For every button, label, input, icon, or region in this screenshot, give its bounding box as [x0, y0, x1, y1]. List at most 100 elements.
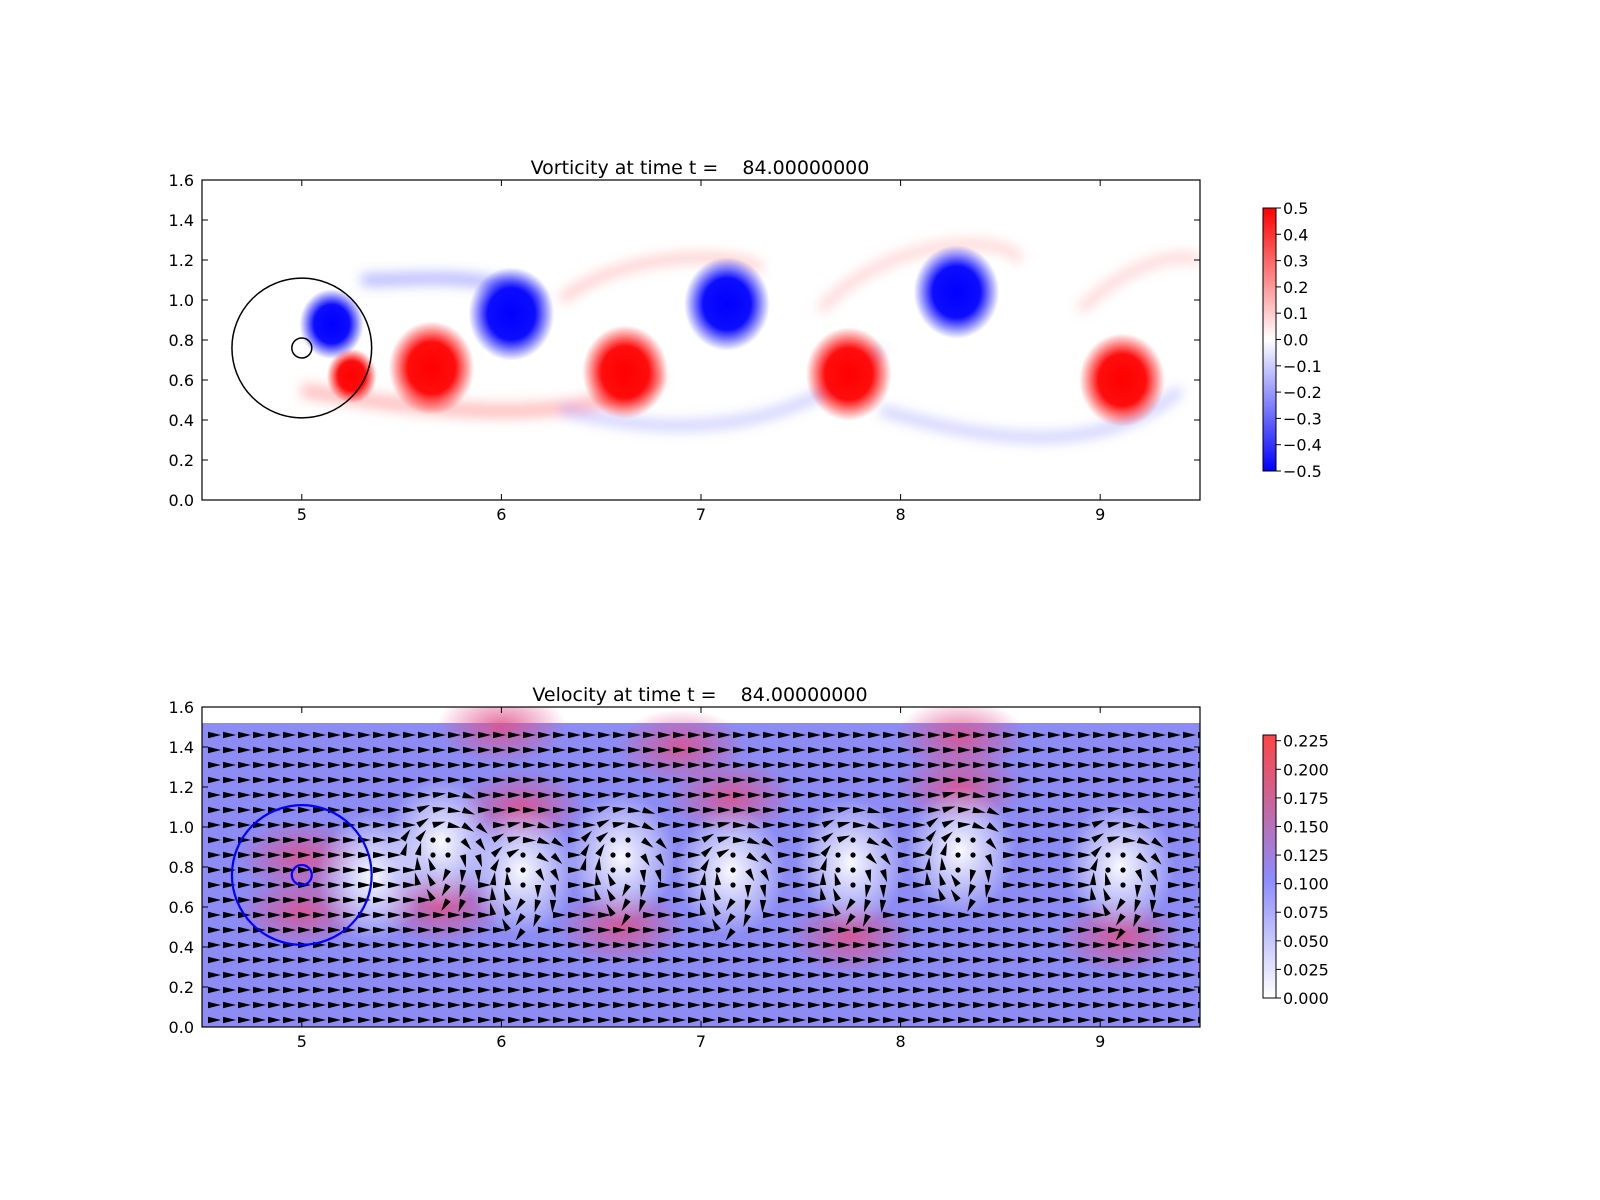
quiver-arrow: [399, 842, 408, 857]
quiver-arrow: [553, 731, 566, 739]
quiver-arrow: [673, 896, 686, 904]
quiver-arrow: [493, 791, 506, 799]
quiver-arrow: [793, 881, 806, 889]
quiver-arrow: [838, 776, 851, 784]
quiver-arrow: [298, 836, 311, 844]
quiver-arrow: [313, 986, 326, 994]
quiver-arrow: [253, 791, 266, 799]
quiver-arrow: [223, 866, 236, 874]
velocity-plot: Velocity at time t = 84.00000000 5 6 7 8 9 0…: [169, 684, 1329, 1051]
quiver-arrow: [268, 776, 281, 784]
quiver-arrow: [733, 761, 746, 769]
quiver-arrow: [688, 836, 701, 844]
quiver-arrow: [268, 911, 281, 919]
quiver-arrow: [853, 791, 866, 799]
quiver-arrow: [358, 731, 371, 739]
colorbar-tick-label: 0.225: [1283, 732, 1329, 751]
quiver-arrow: [373, 791, 386, 799]
quiver-arrow: [1168, 911, 1181, 919]
quiver-arrow: [223, 776, 236, 784]
quiver-arrow: [223, 941, 236, 949]
quiver-arrow: [418, 911, 431, 919]
quiver-arrow: [493, 761, 506, 769]
quiver-arrow: [898, 911, 911, 919]
quiver-arrow: [913, 1016, 926, 1024]
quiver-arrow: [808, 746, 821, 754]
quiver-arrow: [238, 941, 251, 949]
quiver-arrow: [1003, 911, 1016, 919]
quiver-arrow: [1090, 857, 1098, 872]
quiver-arrow: [658, 896, 671, 904]
quiver-arrow: [1115, 928, 1126, 941]
quiver-arrow: [748, 746, 761, 754]
quiver-arrow: [658, 806, 671, 814]
quiver-arrow: [868, 941, 881, 949]
quiver-arrow: [643, 956, 656, 964]
quiver-arrow: [1078, 806, 1091, 814]
quiver-arrow: [433, 731, 446, 739]
quiver-arrow: [427, 873, 436, 887]
quiver-arrow: [703, 761, 716, 769]
quiver-arrow: [568, 1016, 581, 1024]
quiver-arrow: [598, 1016, 611, 1024]
quiver-arrow: [448, 986, 461, 994]
quiver-dot: [610, 852, 616, 858]
quiver-arrow: [432, 806, 446, 814]
quiver-arrow: [313, 821, 326, 829]
quiver-arrow: [973, 746, 986, 754]
quiver-arrow: [988, 971, 1001, 979]
quiver-arrow: [538, 776, 551, 784]
quiver-arrow: [823, 926, 836, 934]
quiver-arrow: [223, 731, 236, 739]
quiver-arrow: [583, 971, 596, 979]
quiver-arrow: [328, 956, 341, 964]
quiver-arrow: [313, 956, 326, 964]
quiver-arrow: [253, 956, 266, 964]
y-tick-label: 1.2: [169, 778, 194, 797]
quiver-arrow: [462, 791, 476, 799]
quiver-arrow: [493, 821, 506, 829]
quiver-arrow: [1108, 926, 1121, 934]
quiver-arrow: [1183, 746, 1196, 754]
quiver-arrow: [673, 911, 686, 919]
quiver-arrow: [898, 761, 911, 769]
quiver-arrow: [716, 849, 730, 858]
quiver-arrow: [523, 776, 536, 784]
quiver-arrow: [808, 851, 821, 859]
quiver-arrow: [1134, 868, 1143, 883]
quiver-arrow: [880, 853, 891, 866]
quiver-arrow: [343, 836, 356, 844]
quiver-arrow: [223, 836, 236, 844]
quiver-arrow: [1123, 731, 1136, 739]
quiver-arrow: [703, 1016, 716, 1024]
quiver-arrow: [268, 836, 281, 844]
quiver-arrow: [1003, 791, 1016, 799]
quiver-dot: [520, 852, 526, 858]
quiver-arrow: [1108, 791, 1121, 799]
quiver-arrow: [1033, 956, 1046, 964]
quiver-arrow: [328, 881, 341, 889]
quiver-arrow: [373, 821, 386, 829]
quiver-arrow: [778, 806, 791, 814]
quiver-arrow: [808, 776, 821, 784]
quiver-arrow: [1093, 986, 1106, 994]
quiver-arrow: [748, 971, 761, 979]
quiver-arrow: [673, 1016, 686, 1024]
quiver-arrow: [474, 869, 482, 883]
quiver-arrow: [793, 956, 806, 964]
quiver-arrow: [1108, 956, 1121, 964]
quiver-arrow: [973, 1001, 986, 1009]
quiver-arrow: [1183, 941, 1196, 949]
quiver-arrow: [403, 806, 416, 814]
quiver-arrow: [808, 836, 821, 844]
quiver-arrow: [673, 956, 686, 964]
quiver-dot: [1105, 867, 1111, 873]
quiver-arrow: [819, 857, 827, 871]
quiver-arrow: [1123, 791, 1136, 799]
quiver-arrow: [1033, 911, 1046, 919]
quiver-arrow: [490, 846, 503, 858]
quiver-arrow: [938, 887, 946, 902]
quiver-arrow: [268, 1016, 281, 1024]
quiver-arrow: [328, 821, 341, 829]
quiver-arrow: [403, 761, 416, 769]
